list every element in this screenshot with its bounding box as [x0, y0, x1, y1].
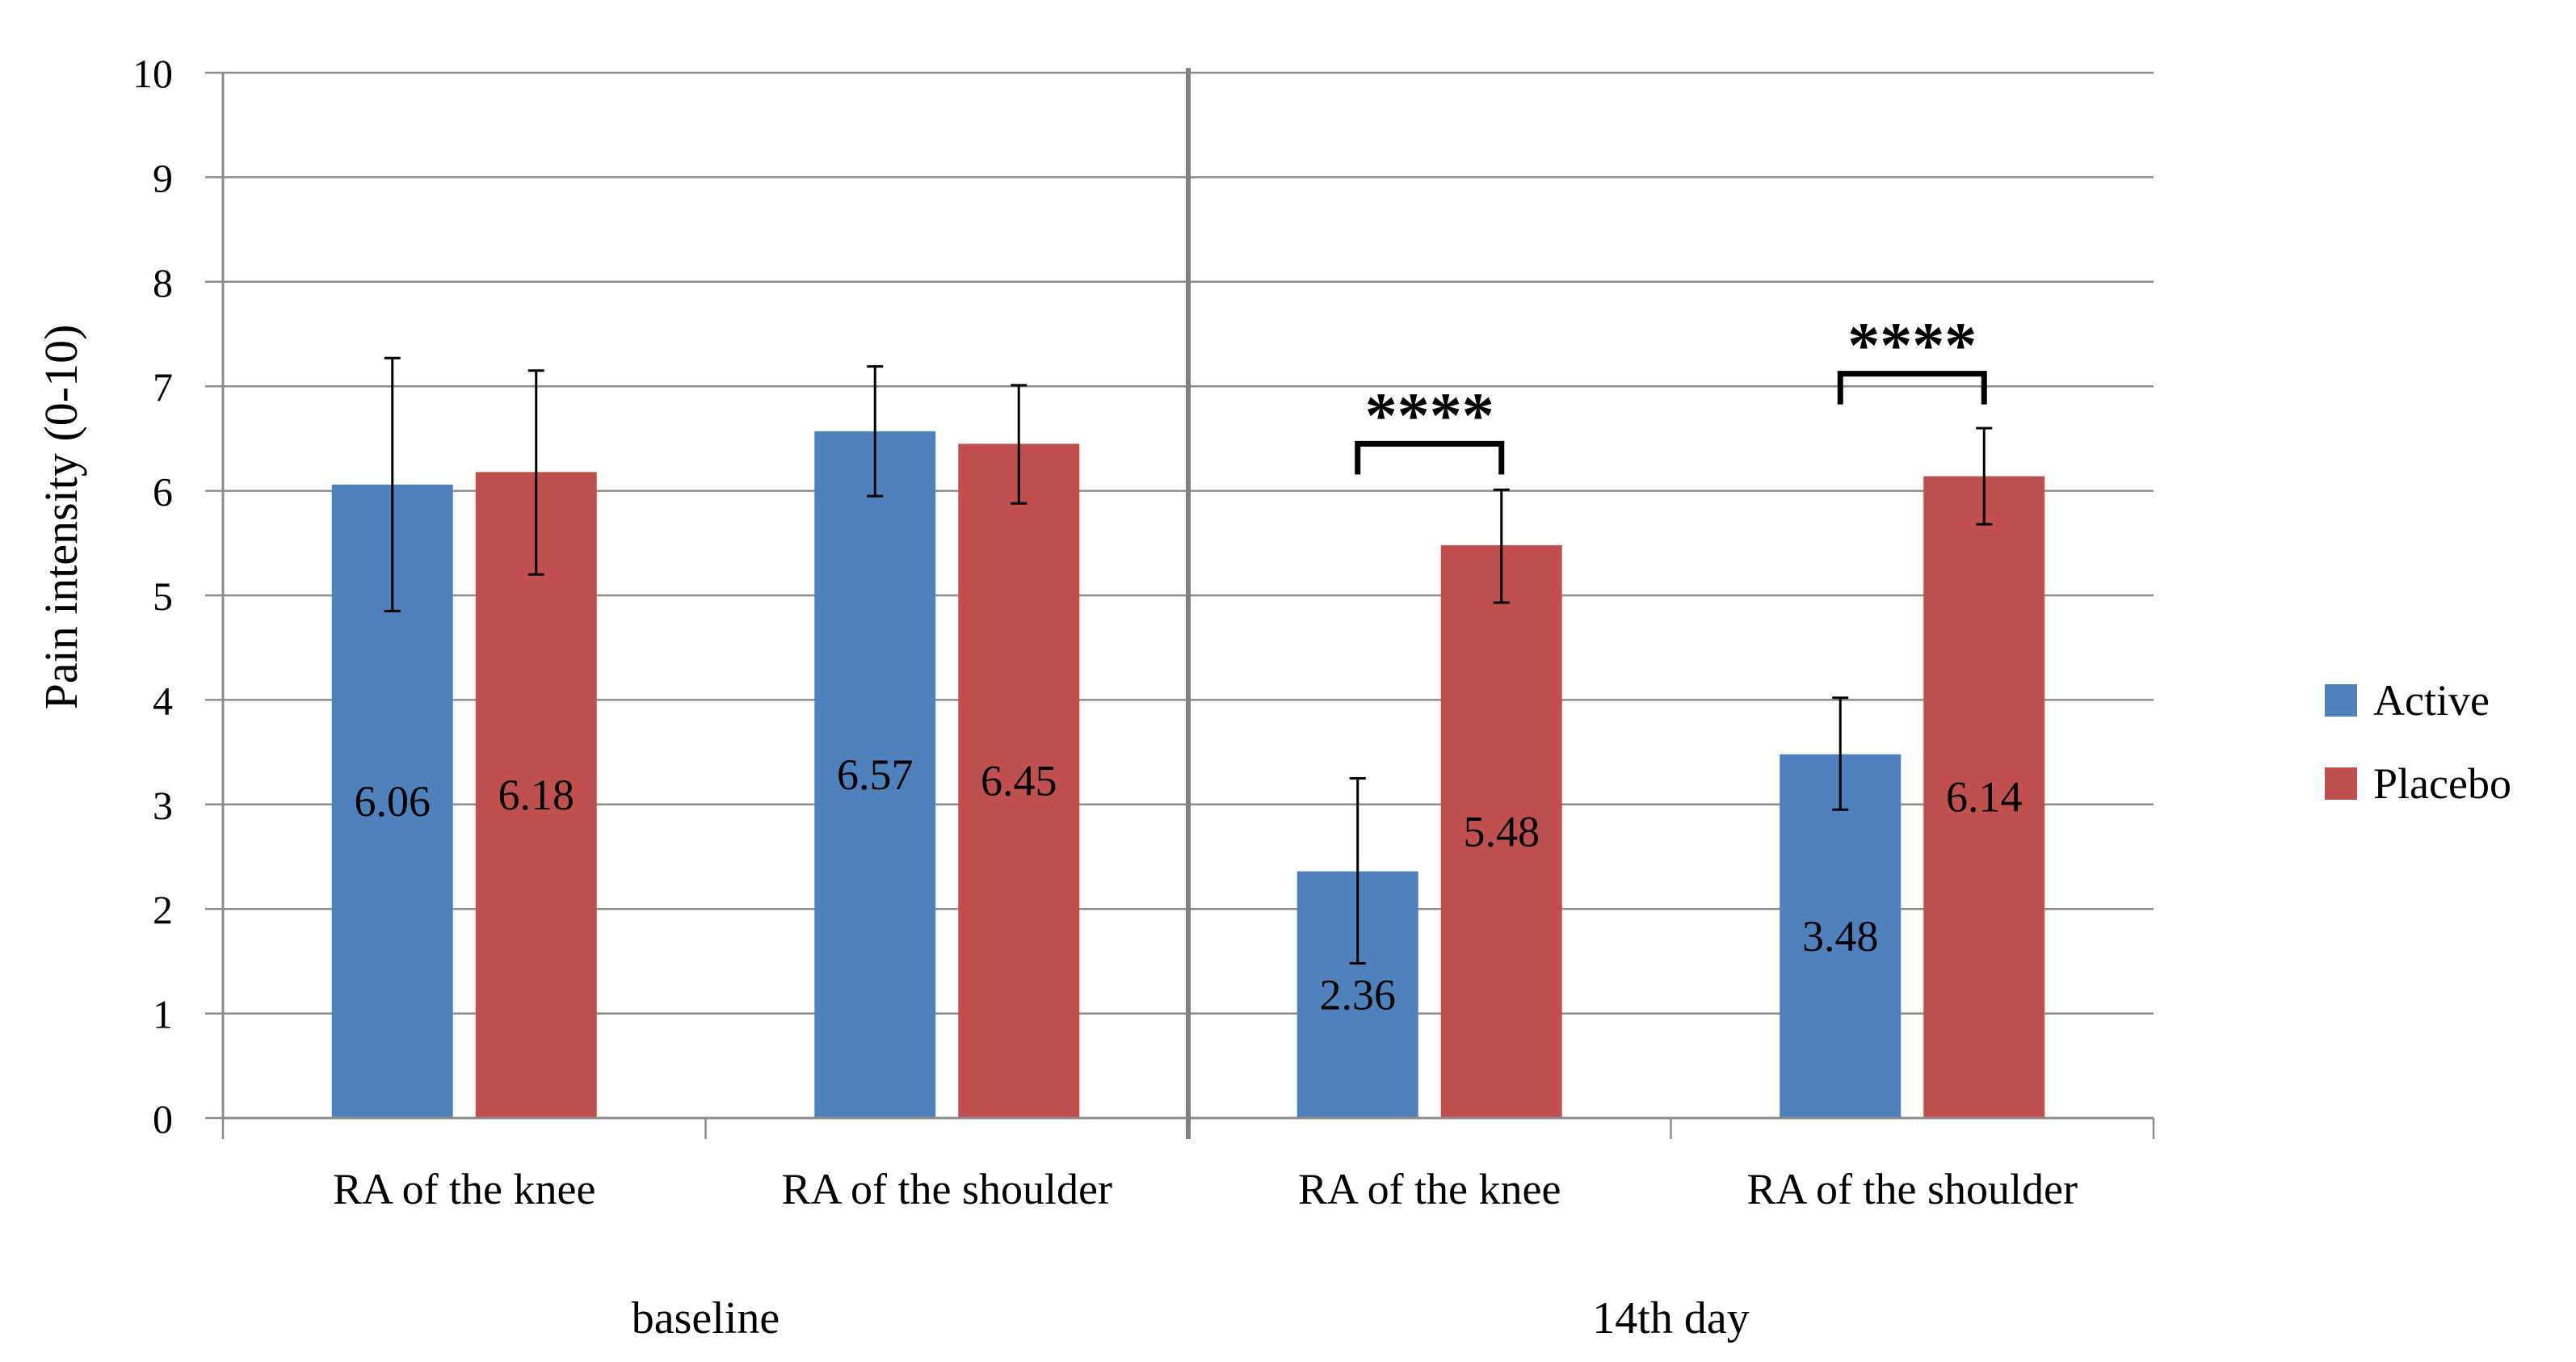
x-category-label: RA of the knee [333, 1165, 595, 1213]
bar-placebo [1923, 476, 2045, 1118]
y-tick-label: 1 [153, 992, 173, 1037]
y-tick-label: 5 [153, 574, 173, 619]
group-label: baseline [632, 1293, 780, 1343]
significance-stars: **** [1847, 311, 1977, 382]
data-label: 6.57 [837, 750, 914, 799]
x-category-label: RA of the knee [1298, 1165, 1561, 1213]
y-tick-label: 4 [153, 678, 173, 723]
significance-stars: **** [1365, 380, 1494, 452]
data-label: 6.45 [981, 757, 1057, 805]
bar-active [1780, 754, 1902, 1118]
bar-placebo [475, 472, 597, 1118]
legend-swatch-active [2325, 684, 2357, 717]
data-label: 3.48 [1802, 912, 1879, 961]
y-tick-label: 8 [153, 260, 173, 305]
x-category-label: RA of the shoulder [782, 1165, 1112, 1213]
bar-active [814, 431, 936, 1118]
y-tick-label: 7 [153, 364, 173, 410]
legend-label-active: Active [2373, 676, 2490, 725]
data-label: 6.18 [498, 771, 575, 819]
data-labels: 6.06 6.57 2.36 3.48 6.18 6.45 5.48 6.14 [355, 750, 2023, 1019]
y-tick-label: 2 [153, 887, 173, 932]
y-tick-label: 10 [132, 51, 173, 96]
legend-label-placebo: Placebo [2373, 759, 2511, 808]
x-category-label: RA of the shoulder [1747, 1165, 2078, 1213]
y-axis-label: Pain intensity (0-10) [35, 325, 87, 710]
legend-swatch-placebo [2325, 767, 2357, 800]
legend: Active Placebo [2325, 676, 2511, 808]
data-label: 6.06 [355, 777, 431, 826]
bar-placebo [1440, 544, 1562, 1118]
group-label: 14th day [1592, 1293, 1749, 1343]
axes: 0 1 2 3 4 5 6 7 8 9 10 RA of the knee RA of the shou… [132, 51, 2155, 1343]
y-tick-label: 9 [153, 155, 173, 200]
y-tick-label: 3 [153, 783, 173, 828]
significance-bracket [1355, 440, 1505, 475]
y-tick-label: 6 [153, 469, 173, 515]
error-bars [384, 356, 1993, 965]
bar-placebo [958, 443, 1080, 1118]
data-label: 5.48 [1464, 807, 1540, 855]
y-tick-label: 0 [153, 1096, 173, 1141]
data-label: 2.36 [1320, 970, 1397, 1019]
significance-annotations: **** **** [1355, 311, 1987, 475]
significance-bracket [1837, 371, 1987, 405]
data-label: 6.14 [1946, 773, 2023, 822]
